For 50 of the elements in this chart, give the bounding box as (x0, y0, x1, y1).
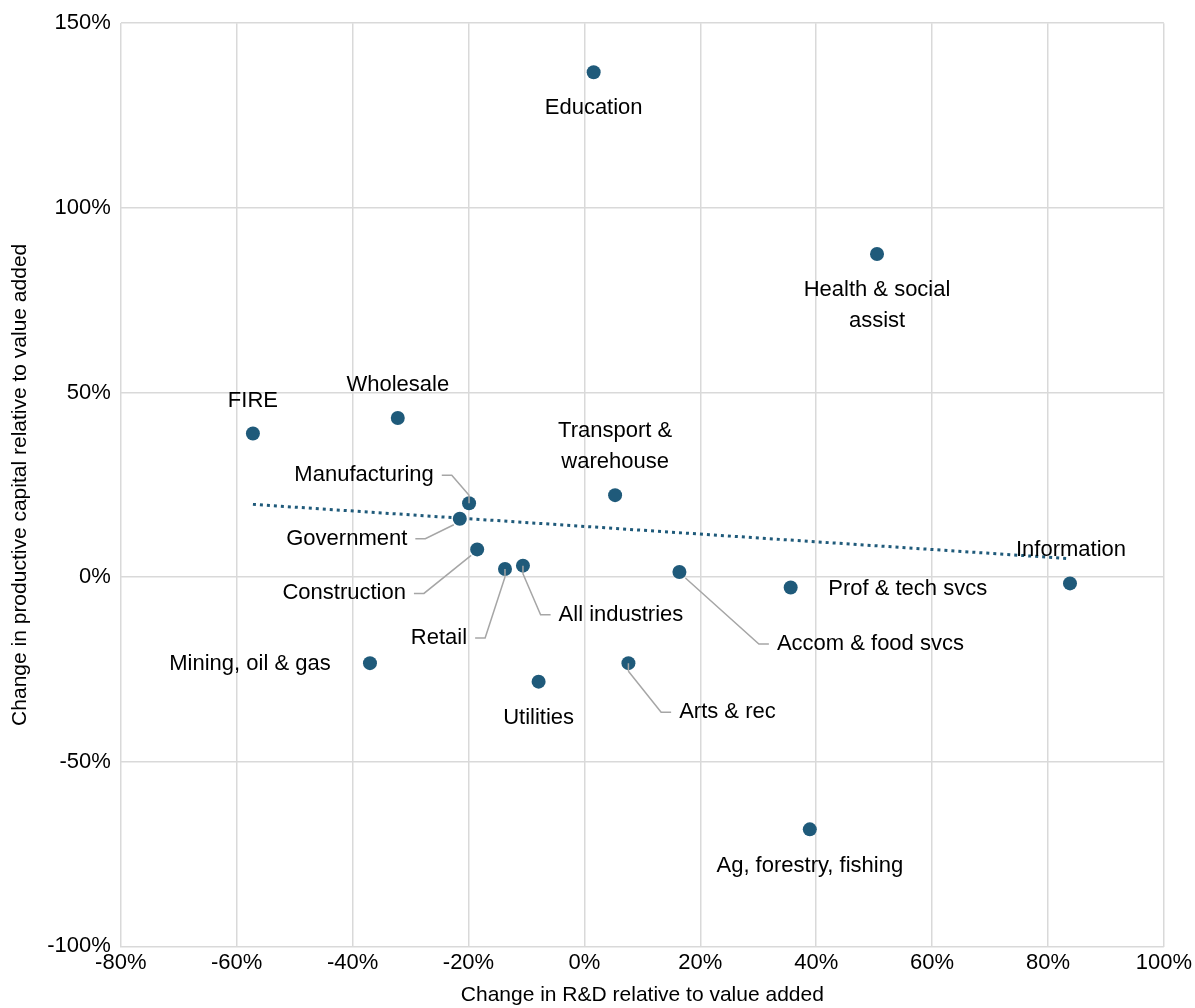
x-tick-label: 80% (1025, 948, 1070, 974)
point (608, 488, 623, 503)
point (515, 558, 530, 573)
annotation: Retail (410, 624, 468, 650)
annotation: Accom & food svcs (776, 630, 964, 656)
x-tick-label: 100% (1135, 948, 1193, 974)
annotation: Arts & rec (679, 698, 776, 724)
x-tick-label: 40% (794, 948, 839, 974)
point (245, 426, 260, 441)
x-tick-label: -60% (211, 948, 263, 974)
y-axis-title: Change in productive capital relative to value added (7, 243, 31, 726)
y-tick-label: 0% (79, 563, 111, 589)
x-tick-label: 20% (678, 948, 723, 974)
annotation: Government (286, 524, 408, 550)
point (390, 410, 405, 425)
annotation: Wholesale (346, 371, 450, 397)
annotation: Utilities (503, 703, 575, 729)
annotation: Construction (282, 579, 406, 605)
point (497, 562, 512, 576)
annotation: All industries (558, 600, 684, 626)
point (362, 656, 377, 671)
point (531, 674, 546, 689)
point (870, 247, 885, 261)
annotation: Mining, oil & gas (169, 650, 331, 676)
annotation: Manufacturing (294, 461, 434, 487)
point (452, 511, 467, 526)
annotation: Prof & tech svcs (828, 574, 988, 600)
point (802, 822, 817, 837)
x-tick-label: 0% (568, 948, 601, 974)
x-tick-label: 60% (910, 948, 955, 974)
point (1062, 576, 1077, 591)
point (470, 542, 485, 557)
point (621, 656, 636, 671)
annotation: Ag, forestry, fishing (716, 852, 904, 878)
annotation: Health & social assist (803, 275, 951, 332)
y-tick-label: 50% (66, 378, 111, 404)
point (783, 580, 798, 595)
y-tick-label: 150% (54, 9, 111, 35)
x-tick-label: -20% (442, 948, 495, 974)
x-tick-label: -40% (326, 948, 379, 974)
annotation: Education (544, 94, 643, 120)
annotation: FIRE (227, 386, 278, 412)
point (462, 496, 477, 511)
y-tick-label: -50% (59, 747, 111, 773)
annotation: Transport & warehouse (558, 416, 673, 473)
y-tick-label: 100% (54, 193, 111, 219)
x-axis-title: Change in R&D relative to value added (460, 982, 824, 1006)
point (586, 65, 601, 80)
annotation: Information (1015, 536, 1127, 562)
point (672, 564, 687, 579)
